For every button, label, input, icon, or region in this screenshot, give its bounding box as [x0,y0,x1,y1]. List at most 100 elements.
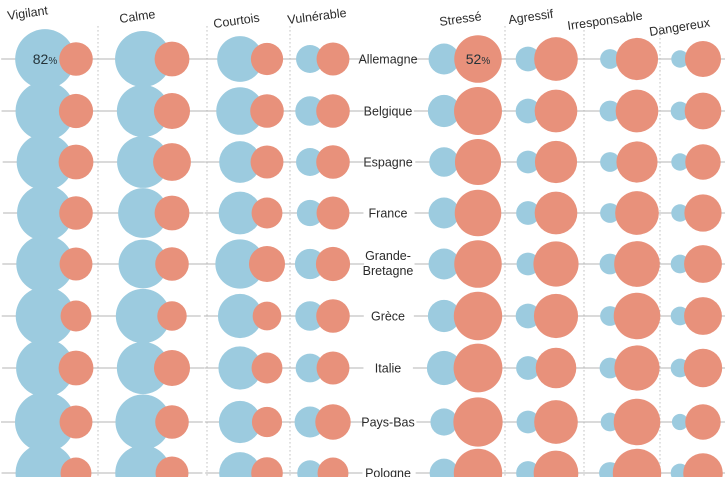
bubble-blue[interactable] [427,94,461,128]
bubble-orange[interactable] [614,345,660,391]
bubble-orange[interactable] [535,347,577,389]
bubble-orange[interactable] [684,245,722,283]
bubble-orange[interactable] [316,145,350,179]
bubble-orange[interactable] [60,457,92,477]
bubble-orange[interactable] [534,37,578,81]
bubble-orange[interactable] [533,293,579,339]
bubble-blue[interactable] [515,98,541,124]
bubble-blue[interactable] [599,100,621,122]
bubble-orange[interactable] [315,246,351,282]
bubble-blue[interactable] [671,204,689,222]
bubble-orange[interactable] [615,191,659,235]
bubble-orange[interactable] [683,453,723,477]
bubble-orange[interactable] [154,195,190,231]
bubble-blue[interactable] [428,197,460,229]
bubble-blue[interactable] [218,400,262,444]
bubble-blue[interactable] [115,394,171,450]
bubble-orange[interactable] [684,92,722,130]
bubble-orange[interactable] [454,35,502,83]
bubble-blue[interactable] [216,87,264,135]
bubble-blue[interactable] [670,254,690,274]
bubble-orange[interactable] [60,300,92,332]
bubble-blue[interactable] [671,413,689,431]
bubble-orange[interactable] [685,144,721,180]
bubble-blue[interactable] [215,239,265,289]
bubble-blue[interactable] [219,141,261,183]
bubble-blue[interactable] [118,188,168,238]
bubble-blue[interactable] [297,460,323,477]
bubble-orange[interactable] [684,194,722,232]
bubble-blue[interactable] [600,203,620,223]
bubble-blue[interactable] [295,301,325,331]
bubble-orange[interactable] [454,87,502,135]
bubble-blue[interactable] [429,458,459,477]
bubble-orange[interactable] [316,94,350,128]
bubble-orange[interactable] [454,240,502,288]
bubble-blue[interactable] [116,341,170,395]
bubble-blue[interactable] [217,293,263,339]
bubble-blue[interactable] [430,408,458,436]
bubble-orange[interactable] [252,301,282,331]
bubble-orange[interactable] [58,350,94,386]
bubble-blue[interactable] [15,392,75,452]
bubble-blue[interactable] [427,299,461,333]
bubble-orange[interactable] [155,247,189,281]
bubble-blue[interactable] [217,36,263,82]
bubble-orange[interactable] [59,247,93,281]
bubble-blue[interactable] [115,288,171,344]
bubble-blue[interactable] [516,410,540,434]
bubble-orange[interactable] [250,94,284,128]
bubble-blue[interactable] [670,306,690,326]
bubble-blue[interactable] [670,101,690,121]
bubble-orange[interactable] [251,352,283,384]
bubble-blue[interactable] [296,148,324,176]
bubble-orange[interactable] [316,196,350,230]
bubble-orange[interactable] [614,241,660,287]
bubble-orange[interactable] [316,299,350,333]
bubble-blue[interactable] [516,150,540,174]
bubble-orange[interactable] [250,42,284,76]
bubble-orange[interactable] [615,37,659,81]
bubble-blue[interactable] [15,81,75,141]
bubble-orange[interactable] [453,397,503,447]
bubble-orange[interactable] [155,405,189,439]
bubble-orange[interactable] [533,450,579,477]
bubble-blue[interactable] [17,185,73,241]
bubble-orange[interactable] [59,196,93,230]
bubble-blue[interactable] [671,153,689,171]
bubble-orange[interactable] [316,42,350,76]
bubble-blue[interactable] [428,248,460,280]
bubble-orange[interactable] [534,140,578,184]
bubble-orange[interactable] [534,89,578,133]
bubble-blue[interactable] [218,346,262,390]
bubble-orange[interactable] [684,40,722,78]
bubble-blue[interactable] [516,201,540,225]
bubble-blue[interactable] [16,235,74,293]
bubble-orange[interactable] [684,297,722,335]
bubble-orange[interactable] [153,143,191,181]
bubble-orange[interactable] [683,348,723,388]
bubble-blue[interactable] [294,248,326,280]
bubble-blue[interactable] [15,443,75,477]
bubble-orange[interactable] [316,351,350,385]
bubble-blue[interactable] [295,353,325,383]
bubble-blue[interactable] [15,29,75,89]
bubble-orange[interactable] [157,301,187,331]
bubble-orange[interactable] [155,456,189,477]
bubble-orange[interactable] [613,398,661,446]
bubble-blue[interactable] [671,50,689,68]
bubble-blue[interactable] [429,147,459,177]
bubble-orange[interactable] [534,191,578,235]
bubble-orange[interactable] [613,292,661,340]
bubble-blue[interactable] [428,43,460,75]
bubble-orange[interactable] [251,457,283,477]
bubble-orange[interactable] [453,448,503,477]
bubble-orange[interactable] [153,349,191,387]
bubble-orange[interactable] [58,144,94,180]
bubble-blue[interactable] [115,31,171,87]
bubble-blue[interactable] [117,136,169,188]
bubble-orange[interactable] [612,448,662,477]
bubble-blue[interactable] [219,452,261,477]
bubble-orange[interactable] [685,404,721,440]
bubble-blue[interactable] [296,45,324,73]
